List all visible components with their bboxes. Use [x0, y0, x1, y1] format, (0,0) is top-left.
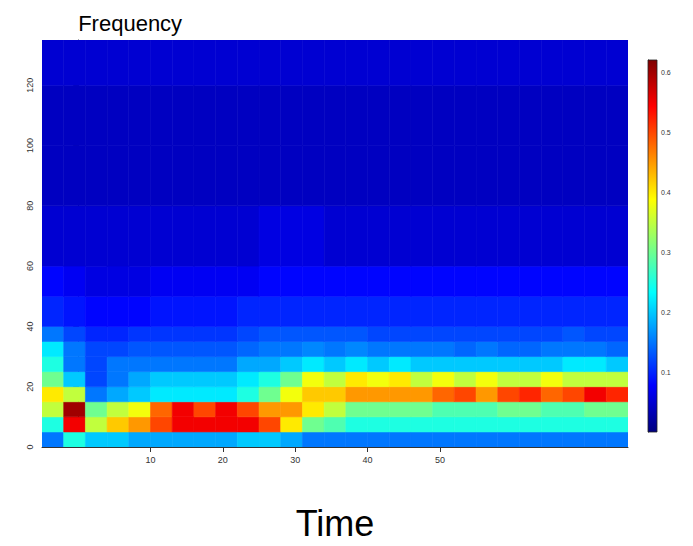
svg-text:120: 120	[25, 78, 35, 93]
svg-text:20: 20	[25, 382, 35, 392]
svg-text:40: 40	[25, 321, 35, 331]
svg-text:0.6: 0.6	[661, 69, 671, 76]
svg-text:100: 100	[25, 138, 35, 153]
svg-text:0.1: 0.1	[661, 369, 671, 376]
svg-text:30: 30	[290, 455, 300, 465]
svg-text:40: 40	[363, 455, 373, 465]
svg-text:Time: Time	[296, 503, 375, 544]
svg-text:0: 0	[25, 444, 35, 449]
svg-text:60: 60	[25, 261, 35, 271]
svg-text:10: 10	[146, 455, 156, 465]
svg-text:0.4: 0.4	[661, 189, 671, 196]
svg-text:20: 20	[218, 455, 228, 465]
svg-text:80: 80	[25, 201, 35, 211]
svg-text:Frequency: Frequency	[78, 11, 182, 36]
svg-text:0.2: 0.2	[661, 309, 671, 316]
svg-text:0.3: 0.3	[661, 249, 671, 256]
svg-text:0.5: 0.5	[661, 129, 671, 136]
svg-text:50: 50	[435, 455, 445, 465]
